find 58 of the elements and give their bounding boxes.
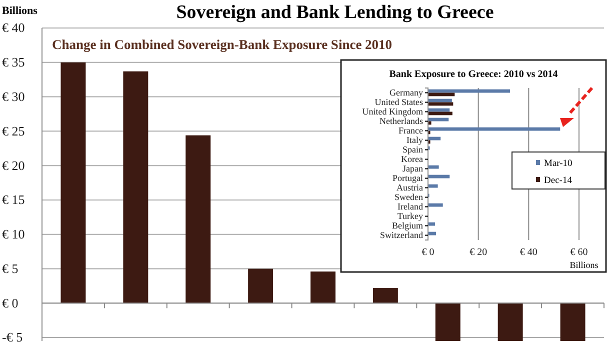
bar — [428, 118, 449, 122]
y-tick-label: € 5 — [2, 260, 18, 276]
y-tick-label: € 10 — [2, 226, 25, 242]
bar — [428, 222, 436, 226]
y-tick-label: € 30 — [2, 88, 25, 104]
y-tick-label: € 35 — [2, 54, 25, 70]
y-tick-label: Korea — [401, 154, 423, 164]
bar — [428, 89, 510, 93]
bar — [498, 303, 523, 341]
y-tick-label: € 40 — [2, 20, 25, 36]
y-axis-title: Billions — [2, 5, 38, 17]
bar — [428, 98, 452, 102]
y-tick-label: € 25 — [2, 123, 25, 138]
bar — [428, 232, 436, 236]
x-tick-label: € 40 — [520, 247, 538, 258]
legend-label: Mar-10 — [544, 159, 573, 169]
chart-title: Bank Exposure to Greece: 2010 vs 2014 — [389, 69, 558, 80]
y-tick-label: Italy — [406, 135, 424, 146]
text: Change in Combined Sovereign-Bank Exposure Since 2010 — [52, 37, 392, 52]
y-tick-label: Netherlands — [380, 116, 424, 126]
y-tick-label: United States — [374, 97, 424, 108]
y-tick-label: Sweden — [394, 192, 424, 202]
x-tick-label: € 0 — [422, 247, 434, 258]
y-tick-label: -€ 5 — [2, 330, 23, 345]
bar — [428, 136, 441, 140]
y-tick-label: Portugal — [392, 173, 424, 184]
y-tick-label: Belgium — [392, 220, 423, 231]
y-tick-label: € 0 — [2, 295, 18, 310]
bar — [560, 303, 586, 341]
bar — [428, 203, 443, 207]
y-tick-label: France — [398, 126, 423, 136]
y-tick-label: United Kingdom — [362, 106, 423, 117]
y-tick-label: € 15 — [2, 192, 25, 208]
chart-title: Sovereign and Bank Lending to Greece — [176, 2, 494, 23]
bar — [60, 62, 86, 304]
y-tick-label: Spain — [402, 144, 424, 155]
bar — [428, 184, 438, 188]
bar — [248, 268, 274, 304]
y-tick-label: Japan — [402, 164, 424, 174]
bar — [186, 135, 211, 304]
y-tick-label: Austria — [396, 182, 423, 193]
bar — [428, 174, 450, 178]
bar — [428, 165, 439, 169]
y-tick-label: Turkey — [397, 211, 424, 222]
y-tick-label: Switzerland — [380, 230, 424, 240]
y-tick-label: Germany — [390, 88, 424, 98]
bar — [435, 303, 460, 341]
x-tick-label: € 60 — [570, 247, 588, 258]
bar — [428, 108, 450, 112]
x-tick-label: € 20 — [470, 247, 488, 258]
bar — [123, 71, 148, 304]
bar — [310, 272, 336, 304]
x-axis-title: Billions — [570, 260, 599, 270]
y-tick-label: € 20 — [2, 158, 25, 173]
bar — [372, 288, 398, 304]
y-tick-label: Ireland — [398, 202, 424, 212]
legend-label: Dec-14 — [544, 176, 572, 186]
bar — [428, 127, 560, 131]
